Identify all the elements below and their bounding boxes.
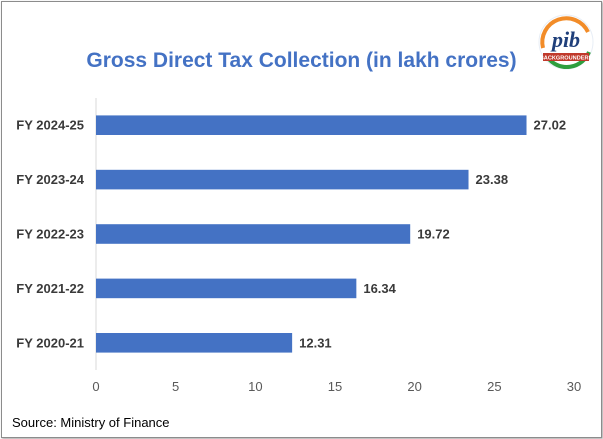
bar xyxy=(96,115,527,135)
category-label: FY 2022-23 xyxy=(16,227,84,242)
x-tick-label: 25 xyxy=(487,379,501,394)
data-label: 23.38 xyxy=(476,172,509,187)
x-tick-label: 10 xyxy=(248,379,262,394)
logo-text: pib xyxy=(550,27,580,52)
category-label: FY 2023-24 xyxy=(16,172,84,187)
data-label: 27.02 xyxy=(534,118,567,133)
data-label: 12.31 xyxy=(299,335,332,350)
bar xyxy=(96,224,411,244)
x-tick-label: 0 xyxy=(92,379,99,394)
chart-title: Gross Direct Tax Collection (in lakh cro… xyxy=(86,49,517,72)
x-tick-label: 5 xyxy=(172,379,179,394)
bar xyxy=(96,169,469,190)
x-tick-label: 20 xyxy=(407,379,421,394)
category-label: FY 2021-22 xyxy=(16,281,84,296)
data-label: 16.34 xyxy=(363,281,396,296)
pib-logo: pib BACKGROUNDERS xyxy=(538,14,594,70)
source-note: Source: Ministry of Finance xyxy=(12,415,170,430)
bar xyxy=(96,278,357,299)
category-label: FY 2024-25 xyxy=(16,118,84,133)
data-label: 19.72 xyxy=(417,227,450,242)
x-tick-label: 30 xyxy=(567,379,581,394)
logo-subtext: BACKGROUNDERS xyxy=(540,56,593,62)
bar xyxy=(96,333,293,353)
x-tick-label: 15 xyxy=(328,379,342,394)
category-label: FY 2020-21 xyxy=(16,335,84,350)
